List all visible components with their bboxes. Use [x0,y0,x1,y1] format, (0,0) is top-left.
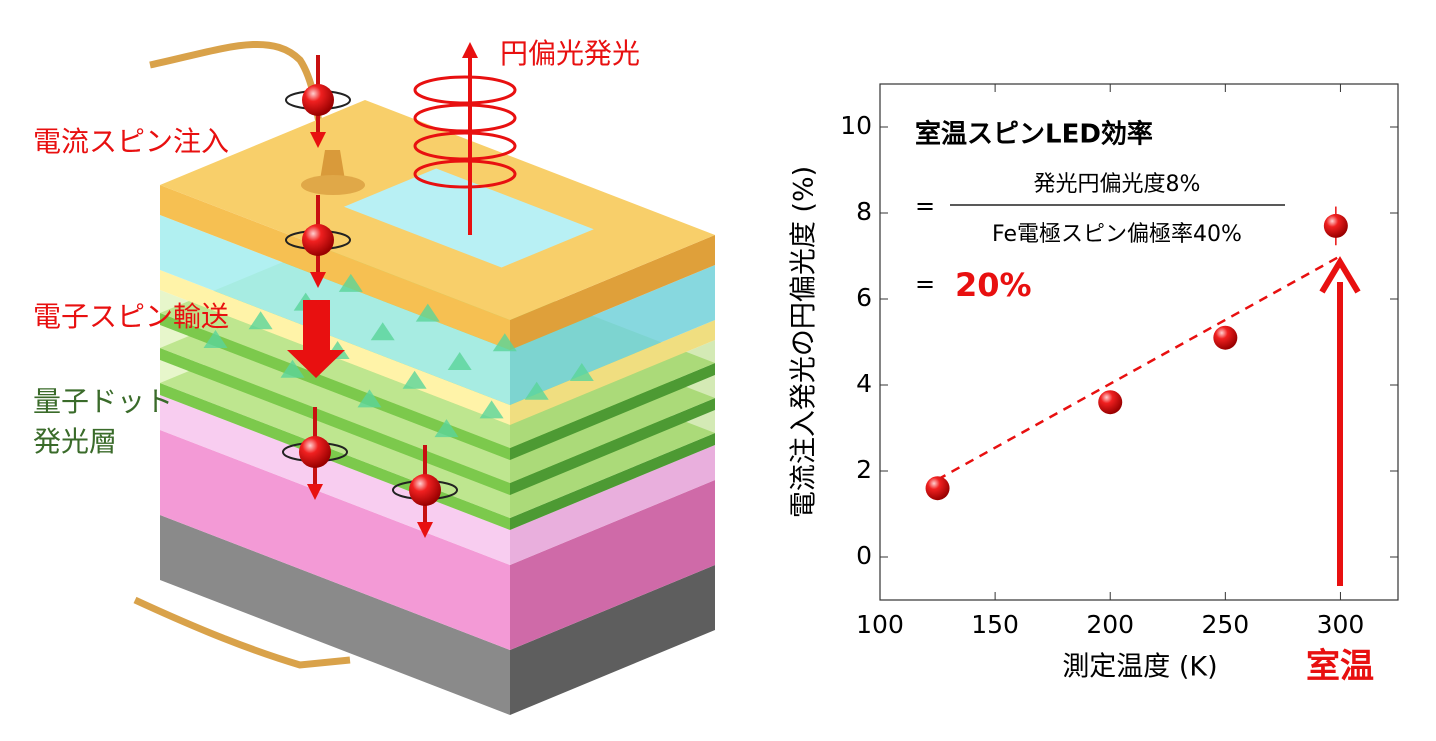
x-tick-label: 100 [856,610,904,639]
layer [160,515,510,715]
layer [160,290,510,448]
spiral [413,103,517,133]
quantum-dot [402,370,427,389]
result: 20% [955,266,1032,304]
arrow-head [1319,256,1361,294]
quantum-dot [415,303,440,322]
quantum-dot [492,333,517,352]
x-tick-label: 250 [1201,610,1249,639]
contact [320,150,345,180]
spin [302,84,334,116]
layer [510,565,715,715]
layer [160,313,510,460]
label: 電子スピン輸送 [33,300,229,333]
quantum-dot [434,419,459,438]
annotation: 室温 [1306,647,1374,687]
y-tick-label: 0 [856,541,872,570]
layer [510,363,715,460]
y-tick-label: 8 [856,197,872,226]
quantum-dot [524,381,549,400]
point [1213,325,1238,350]
equals: = [915,192,935,220]
y-tick-label: 6 [856,283,872,312]
quantum-dot [357,389,382,408]
contact [301,175,365,195]
inset-title: 室温スピンLED効率 [915,119,1153,150]
layer [160,215,510,405]
label: 電流スピン注入 [33,125,229,158]
spiral [413,75,517,105]
label: 円偏光発光 [500,37,640,70]
spin [299,436,331,468]
layer [510,235,715,350]
x-tick-label: 200 [1086,610,1134,639]
y-tick-label: 2 [856,455,872,484]
y-tick-label: 10 [840,111,872,140]
quantum-dot [447,352,472,370]
layer [510,265,715,405]
layer [160,185,510,350]
quantum-dot [569,363,594,381]
y-tick-label: 4 [856,369,872,398]
layer [510,398,715,495]
point [925,476,950,501]
transport-arrow [287,300,345,378]
quantum-dot [479,400,504,419]
wire [133,596,351,669]
spin [409,474,441,506]
layer [510,410,715,518]
x-axis-label: 測定温度 (K) [1062,652,1217,683]
device-diagram [133,40,715,715]
layer [510,340,715,448]
numerator: 発光円偏光度8% [1034,172,1201,197]
spiral [413,159,517,189]
layer [510,433,715,530]
layer [510,375,715,483]
layer [510,320,715,425]
layer [510,480,715,650]
layer [510,445,715,565]
quantum-dot [248,311,273,330]
point [1323,213,1348,238]
label: 発光層 [33,425,117,458]
layer [160,348,510,495]
quantum-dot [338,273,363,292]
equals: = [915,270,935,298]
layer [160,430,510,650]
fit-line [936,254,1342,481]
quantum-dot [370,322,395,341]
x-tick-label: 300 [1317,610,1365,639]
point [1098,390,1123,415]
layer [160,325,510,483]
quantum-dot [280,359,305,378]
denominator: Fe電極スピン偏極率40% [992,222,1242,247]
label: 量子ドット [33,385,173,418]
quantum-dot [203,330,228,348]
spin [302,224,334,256]
spiral [413,131,517,161]
x-tick-label: 150 [971,610,1019,639]
y-axis-label: 電流注入発光の円偏光度 (%) [789,166,820,518]
plot-frame [879,83,1399,601]
